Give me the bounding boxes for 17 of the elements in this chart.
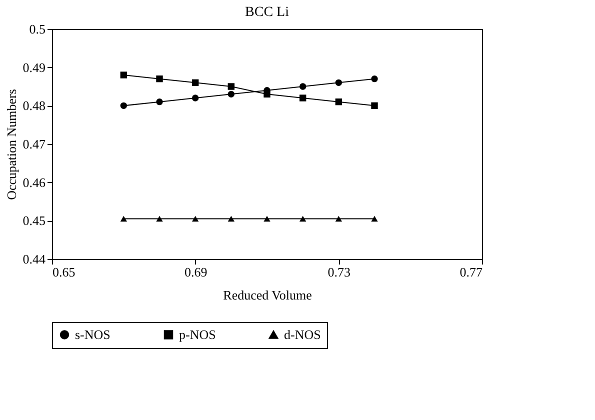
- x-tick-label: 0.77: [460, 264, 483, 280]
- y-tick-label: 0.46: [22, 174, 46, 190]
- x-tick-label: 0.73: [328, 264, 351, 280]
- chart-title: BCC Li: [245, 5, 290, 20]
- x-tick-label: 0.65: [52, 264, 76, 280]
- y-tick-label: 0.45: [22, 213, 46, 228]
- x-tick-label: 0.69: [184, 264, 208, 280]
- y-axis-title: Occupation Numbers: [4, 89, 19, 200]
- legend-label: d-NOS: [284, 326, 321, 342]
- y-tick-label: 0.44: [22, 252, 46, 266]
- x-axis-title: Reduced Volume: [223, 288, 312, 302]
- legend-label: p-NOS: [179, 326, 216, 342]
- y-tick-label: 0.49: [22, 60, 46, 75]
- y-tick-label: 0.47: [22, 136, 46, 152]
- y-tick-label: 0.48: [22, 98, 46, 114]
- legend-label: s-NOS: [75, 326, 110, 342]
- y-tick-label: 0.5: [29, 22, 46, 36]
